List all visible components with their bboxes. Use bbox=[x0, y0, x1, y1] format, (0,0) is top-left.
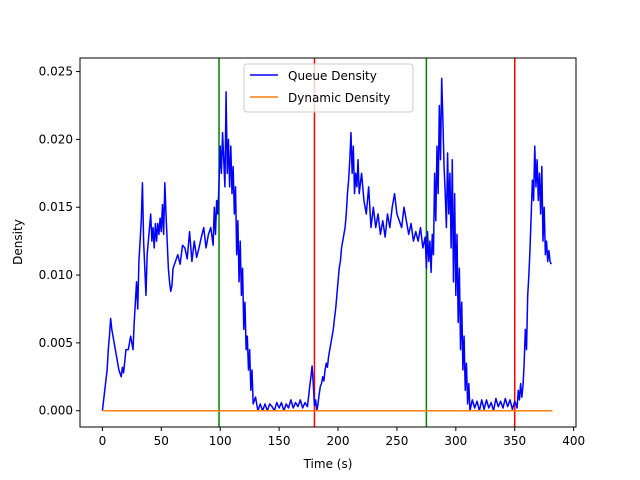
x-axis-ticks: 0 50 100 150 200 250 300 350 400 bbox=[99, 427, 585, 448]
y-axis-ticks: 0.000 0.005 0.010 0.015 0.020 0.025 bbox=[39, 65, 80, 418]
x-tick-label: 50 bbox=[154, 434, 169, 448]
plot-frame bbox=[79, 57, 577, 428]
y-tick-label: 0.010 bbox=[39, 268, 73, 282]
y-tick-label: 0.025 bbox=[39, 65, 73, 79]
x-tick-label: 100 bbox=[209, 434, 232, 448]
legend-label-queue-density: Queue Density bbox=[288, 69, 377, 83]
legend-box bbox=[243, 63, 414, 113]
x-tick-label: 300 bbox=[444, 434, 467, 448]
y-tick-label: 0.005 bbox=[39, 336, 73, 350]
series-line-queue-density bbox=[101, 77, 552, 412]
legend: Queue Density Dynamic Density bbox=[243, 63, 414, 113]
x-tick-label: 0 bbox=[99, 434, 107, 448]
x-tick-label: 400 bbox=[562, 434, 585, 448]
x-tick-label: 200 bbox=[327, 434, 350, 448]
y-axis-label: Density bbox=[11, 219, 25, 265]
x-axis-label: Time (s) bbox=[303, 457, 353, 471]
x-tick-label: 350 bbox=[503, 434, 526, 448]
vertical-marker-lines bbox=[218, 58, 516, 427]
x-tick-label: 250 bbox=[385, 434, 408, 448]
y-tick-label: 0.000 bbox=[39, 404, 73, 418]
y-tick-label: 0.020 bbox=[39, 132, 73, 146]
legend-label-dynamic-density: Dynamic Density bbox=[288, 91, 390, 105]
x-tick-label: 150 bbox=[268, 434, 291, 448]
series-lines bbox=[101, 77, 553, 412]
y-tick-label: 0.015 bbox=[39, 200, 73, 214]
